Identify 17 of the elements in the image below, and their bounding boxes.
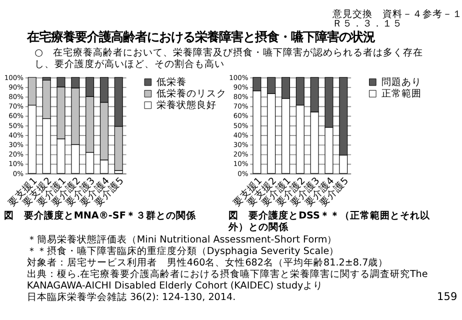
legend-label: 正常範囲 xyxy=(381,88,422,100)
text: 意見交換 資料－４参考－１ xyxy=(331,8,462,20)
legend-label: 低栄養のリスク xyxy=(156,88,227,100)
text: ＊簡易栄養状態評価表（Mini Nutritional Assessment-Short Form） xyxy=(26,234,338,246)
text: 159 xyxy=(437,291,458,304)
text: ＊＊摂食・嚥下障害臨床的重症度分類（Dysphagia Severity Scale） xyxy=(26,245,340,258)
text: 日本臨床栄養学会雑誌 36(2): 124-130, 2014. xyxy=(26,291,236,304)
source-note: 出典：榎ら.在宅療養要介護高齢者における摂食嚥下障害と栄養障害に関する調査研究The KANAGAWA-AICHI Disabled Elderly Cohort (KAIDEC) studyより xyxy=(26,268,428,292)
legend-label: 栄養状態良好 xyxy=(156,99,217,112)
text: 在宅療養要介護高齢者における栄養障害と摂食・嚥下障害の状況 xyxy=(26,28,375,44)
text: 図 要介護度とDSS＊＊（正常範囲とそれ以外）との関係 xyxy=(228,209,431,233)
text: 対象者：居宅サービス利用者 男性460名、女性682名（平均年齢81.2±8.7歳） xyxy=(26,256,388,269)
legend-label: 問題あり xyxy=(381,77,422,88)
text: ○ 在宅療養高齢者において、栄養障害及び摂食・嚥下障害が認められる者は多く存在し、要介護度が高いほど、その割合も高い xyxy=(34,46,423,70)
text: Ｒ５．３．１５ xyxy=(332,18,402,30)
text: 図 要介護度とMNA®-SF＊３群との関係 xyxy=(4,209,197,222)
legend-label: 低栄養 xyxy=(156,76,187,88)
